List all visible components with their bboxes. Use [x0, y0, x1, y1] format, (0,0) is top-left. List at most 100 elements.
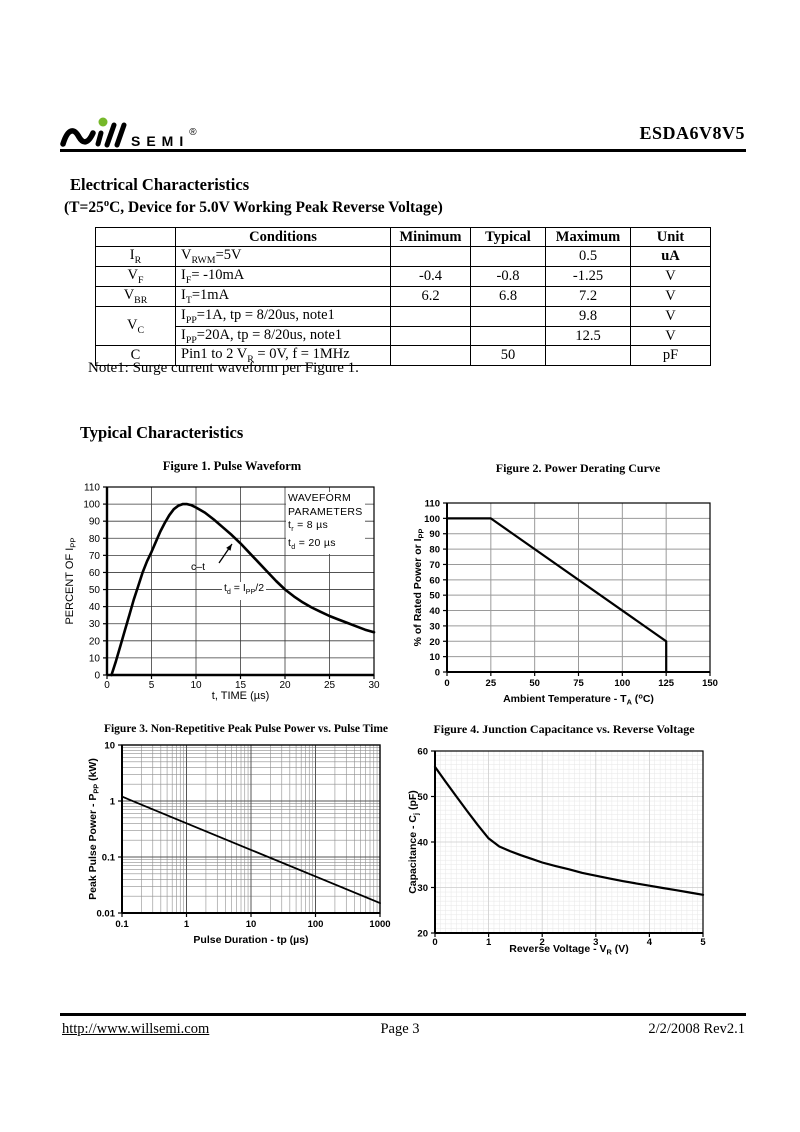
svg-text:30: 30	[417, 883, 428, 894]
section-heading-typical: Typical Characteristics	[80, 423, 244, 442]
maximum-cell: 7.2	[545, 285, 631, 307]
maximum-cell	[545, 345, 631, 367]
svg-text:30: 30	[368, 680, 380, 691]
maximum-cell: -1.25	[545, 265, 631, 287]
svg-text:20: 20	[429, 637, 440, 648]
svg-text:0: 0	[94, 671, 100, 682]
svg-text:125: 125	[658, 678, 675, 689]
spec-table: Conditions Minimum Typical Maximum Unit IR VRW…	[95, 227, 711, 367]
svg-text:50: 50	[89, 585, 101, 596]
svg-text:80: 80	[89, 534, 101, 545]
conditions-cell: VRWM=5V	[175, 246, 391, 267]
svg-text:Capacitance - Cj (pF): Capacitance - Cj (pF)	[407, 790, 421, 894]
svg-text:100: 100	[614, 678, 630, 689]
param-cell: VC	[95, 305, 176, 347]
conditions-cell: IPP=1A, tp = 8/20us, note1	[175, 305, 391, 327]
svg-text:40: 40	[89, 602, 101, 613]
figure-1-pulse-waveform: 0 5 10 15 20 25 30 0 10 20 30 40 50 60 70 80 90 100 110 Fig…	[60, 456, 395, 711]
maximum-cell: 9.8	[545, 305, 631, 327]
half-peak-annotation: td = IPP/2	[222, 582, 267, 600]
svg-text:60: 60	[417, 747, 428, 758]
unit-cell: uA	[630, 246, 711, 267]
minimum-cell: 6.2	[390, 285, 471, 307]
svg-text:5: 5	[149, 680, 155, 691]
svg-text:60: 60	[89, 568, 101, 579]
svg-text:90: 90	[89, 517, 101, 528]
svg-text:Figure 4. Junction Capacitance: Figure 4. Junction Capacitance vs. Rever…	[433, 722, 695, 736]
svg-text:Ambient Temperature - TA (oC): Ambient Temperature - TA (oC)	[503, 692, 654, 707]
svg-text:40: 40	[417, 838, 428, 849]
footer-rule	[60, 1013, 746, 1016]
annotation-line: td = 20 µs	[288, 536, 336, 551]
svg-text:60: 60	[429, 575, 440, 586]
document-number: ESDA6V8V5	[639, 123, 745, 143]
svg-text:15: 15	[235, 680, 247, 691]
typical-cell: 6.8	[470, 285, 546, 307]
svg-text:0: 0	[432, 937, 437, 948]
svg-text:100: 100	[424, 514, 440, 525]
header-rule	[60, 149, 746, 152]
svg-text:Figure 1. Pulse Waveform: Figure 1. Pulse Waveform	[163, 459, 302, 473]
svg-text:0: 0	[435, 668, 440, 679]
unit-cell: V	[630, 325, 711, 347]
footer-website-link[interactable]: http://www.willsemi.com	[62, 1021, 210, 1037]
typical-cell	[470, 305, 546, 327]
svg-text:4: 4	[647, 937, 653, 948]
figure-4-junction-capacitance: 0 1 2 3 4 5 20 30 40 50 60 Figure 4. Junction Capac…	[398, 720, 753, 965]
param-cell: C	[95, 345, 176, 367]
svg-text:Reverse Voltage - VR (V): Reverse Voltage - VR (V)	[509, 943, 629, 957]
svg-text:30: 30	[89, 619, 101, 630]
svg-text:20: 20	[417, 929, 428, 940]
svg-text:0.1: 0.1	[115, 919, 129, 930]
svg-text:PERCENT OF IPP: PERCENT OF IPP	[64, 537, 78, 624]
svg-text:70: 70	[429, 560, 440, 571]
section-heading-electrical: Electrical Characteristics	[70, 175, 250, 194]
table-header-cell: Conditions	[175, 227, 391, 247]
svg-text:100: 100	[83, 500, 100, 511]
svg-text:0: 0	[444, 678, 449, 689]
typical-cell: 50	[470, 345, 546, 367]
svg-text:0: 0	[104, 680, 110, 691]
revision-date: 2/2/2008 Rev2.1	[648, 1021, 745, 1037]
svg-text:1000: 1000	[369, 919, 390, 930]
annotation-line: WAVEFORM	[288, 492, 352, 504]
table-row: C Pin1 to 2 VR = 0V, f = 1MHz 50 pF	[95, 345, 711, 367]
svg-text:10: 10	[246, 919, 257, 930]
figure-2-chart: 0 25 50 75 100 125 150 0 10 20 30 40 50 60 70 80 90 100 11…	[412, 461, 718, 707]
pulse-waveform	[110, 502, 376, 677]
svg-text:1: 1	[486, 937, 492, 948]
peak-pulse-power	[121, 795, 381, 905]
brand-logo-dot	[98, 117, 108, 127]
table-row: IPP=20A, tp = 8/20us, note1 12.5 V	[96, 325, 711, 347]
param-cell: VBR	[95, 285, 176, 307]
svg-text:Figure 3. Non-Repetitive Peak: Figure 3. Non-Repetitive Peak Pulse Powe…	[104, 723, 388, 735]
curve-time-annotation: c–t	[191, 561, 206, 573]
table-header-cell: Minimum	[390, 227, 471, 247]
figure-1-chart: 0 5 10 15 20 25 30 0 10 20 30 40 50 60 70 80 90 100 110 Fig…	[64, 459, 380, 702]
table-row: VC IPP=1A, tp = 8/20us, note1 9.8 V	[95, 305, 711, 347]
table-row: IR VRWM=5V 0.5 uA	[95, 246, 711, 267]
svg-text:80: 80	[429, 545, 440, 556]
annotation-line: tr = 8 µs	[288, 519, 329, 534]
svg-text:% of Rated Power or IPP: % of Rated Power or IPP	[412, 529, 426, 647]
unit-cell: V	[630, 265, 711, 287]
svg-text:Peak Pulse Power - PPP (kW): Peak Pulse Power - PPP (kW)	[87, 758, 101, 900]
svg-text:1: 1	[184, 919, 190, 930]
svg-text:150: 150	[702, 678, 718, 689]
table-header-cell	[95, 227, 176, 247]
svg-text:10: 10	[429, 652, 440, 663]
svg-text:Figure 2. Power Derating Curv: Figure 2. Power Derating Curve	[496, 461, 661, 475]
figure-4-chart: 0 1 2 3 4 5 20 30 40 50 60 Figure 4. Junction Capac…	[407, 722, 706, 957]
unit-cell: V	[630, 305, 711, 327]
svg-text:70: 70	[89, 551, 101, 562]
test-condition-line: (T=25oC, Device for 5.0V Working Peak Re…	[64, 198, 443, 217]
table-header-cell: Typical	[470, 227, 546, 247]
table-note: Note1: Surge current waveform per Figure…	[88, 360, 359, 376]
conditions-cell: IF= -10mA	[175, 265, 391, 287]
svg-text:2: 2	[540, 937, 545, 948]
svg-text:Pulse Duration - tp (µs): Pulse Duration - tp (µs)	[193, 934, 308, 946]
table-row: VBR IT=1mA 6.2 6.8 7.2 V	[95, 285, 711, 307]
svg-text:50: 50	[429, 591, 440, 602]
conditions-cell: Pin1 to 2 VR = 0V, f = 1MHz	[175, 345, 391, 367]
